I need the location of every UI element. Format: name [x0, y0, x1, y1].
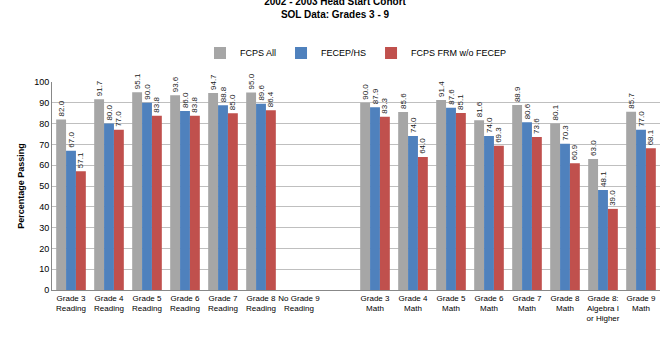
svg-text:83.8: 83.8	[190, 97, 199, 113]
svg-text:86.0: 86.0	[181, 92, 190, 108]
svg-text:68.1: 68.1	[646, 129, 655, 145]
svg-text:Grade 4Math: Grade 4Math	[399, 294, 428, 313]
svg-text:Grade 3Reading: Grade 3Reading	[56, 294, 86, 313]
svg-text:No Grade 9Reading: No Grade 9Reading	[278, 294, 320, 313]
svg-text:74.0: 74.0	[409, 117, 418, 133]
svg-text:90: 90	[39, 98, 49, 108]
svg-text:100: 100	[34, 77, 49, 87]
svg-text:83.3: 83.3	[380, 98, 389, 114]
svg-text:Grade 6Reading: Grade 6Reading	[170, 294, 200, 313]
svg-text:48.1: 48.1	[599, 171, 608, 187]
svg-text:Grade 5Math: Grade 5Math	[437, 294, 466, 313]
svg-text:73.6: 73.6	[532, 118, 541, 134]
svg-text:93.6: 93.6	[171, 76, 180, 92]
svg-text:Grade 6Math: Grade 6Math	[475, 294, 504, 313]
svg-text:57.1: 57.1	[76, 152, 85, 168]
svg-text:87.6: 87.6	[447, 89, 456, 105]
svg-text:80: 80	[39, 119, 49, 129]
svg-text:77.0: 77.0	[637, 111, 646, 127]
svg-text:70: 70	[39, 140, 49, 150]
svg-text:77.0: 77.0	[114, 111, 123, 127]
svg-text:86.4: 86.4	[266, 91, 275, 107]
svg-text:FECEP/HS: FECEP/HS	[321, 48, 366, 58]
svg-text:20: 20	[39, 244, 49, 254]
svg-text:81.6: 81.6	[475, 101, 484, 117]
svg-text:Grade 8Math: Grade 8Math	[551, 294, 580, 313]
svg-text:85.1: 85.1	[456, 94, 465, 110]
svg-text:Grade 7Math: Grade 7Math	[513, 294, 542, 313]
svg-text:2002 - 2003 Head Start CohortS: 2002 - 2003 Head Start CohortSOL Data: G…	[264, 0, 406, 20]
svg-text:60: 60	[39, 160, 49, 170]
svg-text:83.8: 83.8	[152, 97, 161, 113]
svg-text:85.0: 85.0	[228, 94, 237, 110]
svg-text:80.1: 80.1	[551, 104, 560, 120]
svg-text:80.0: 80.0	[105, 104, 114, 120]
svg-text:85.7: 85.7	[627, 93, 636, 109]
svg-text:FCPS FRM w/o FECEP: FCPS FRM w/o FECEP	[411, 48, 506, 58]
svg-text:87.9: 87.9	[371, 88, 380, 104]
svg-text:74.0: 74.0	[485, 117, 494, 133]
svg-text:10: 10	[39, 264, 49, 274]
svg-text:60.9: 60.9	[570, 144, 579, 160]
svg-text:95.1: 95.1	[133, 73, 142, 89]
svg-text:0: 0	[44, 285, 49, 295]
svg-text:63.0: 63.0	[589, 140, 598, 156]
svg-text:Grade 4Reading: Grade 4Reading	[94, 294, 124, 313]
svg-text:94.7: 94.7	[209, 74, 218, 90]
svg-text:88.8: 88.8	[219, 86, 228, 102]
svg-text:91.7: 91.7	[95, 80, 104, 96]
svg-text:91.4: 91.4	[437, 81, 446, 97]
svg-text:Grade 3Math: Grade 3Math	[361, 294, 390, 313]
svg-text:Grade 8:Algebra Ior Higher: Grade 8:Algebra Ior Higher	[587, 294, 620, 324]
svg-text:64.0: 64.0	[418, 138, 427, 154]
svg-text:50: 50	[39, 181, 49, 191]
svg-text:67.0: 67.0	[67, 132, 76, 148]
svg-text:85.6: 85.6	[399, 93, 408, 109]
svg-text:89.6: 89.6	[257, 85, 266, 101]
svg-text:Grade 7Reading: Grade 7Reading	[208, 294, 238, 313]
svg-text:80.6: 80.6	[523, 103, 532, 119]
svg-text:90.0: 90.0	[361, 84, 370, 100]
svg-text:70.3: 70.3	[561, 125, 570, 141]
svg-text:Grade 9Math: Grade 9Math	[627, 294, 656, 313]
svg-text:39.0: 39.0	[608, 190, 617, 206]
svg-text:95.0: 95.0	[247, 73, 256, 89]
svg-text:88.9: 88.9	[513, 86, 522, 102]
svg-text:69.3: 69.3	[494, 127, 503, 143]
svg-text:40: 40	[39, 202, 49, 212]
svg-text:90.0: 90.0	[143, 84, 152, 100]
svg-text:FCPS All: FCPS All	[240, 48, 276, 58]
svg-text:Grade 5Reading: Grade 5Reading	[132, 294, 162, 313]
svg-text:Percentage Passing: Percentage Passing	[16, 143, 26, 229]
svg-text:30: 30	[39, 223, 49, 233]
svg-text:82.0: 82.0	[57, 100, 66, 116]
svg-text:Grade 8Reading: Grade 8Reading	[246, 294, 276, 313]
